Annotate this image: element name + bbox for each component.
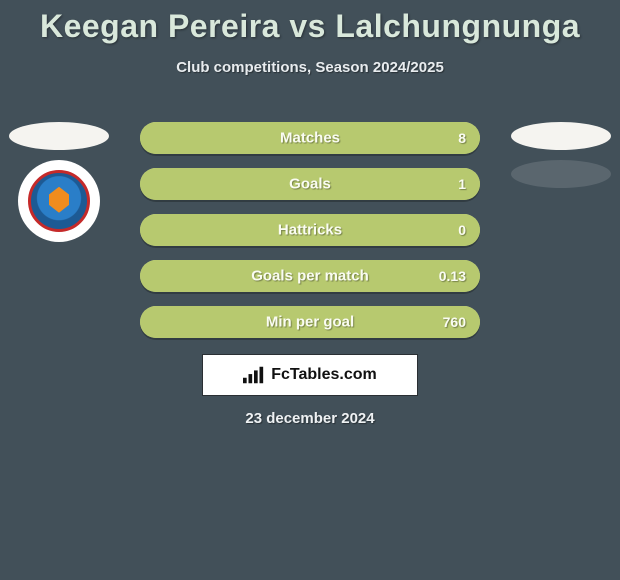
right-team-logos xyxy=(506,122,616,188)
stat-bar: Hattricks 0 xyxy=(140,214,480,246)
stat-bar-label: Min per goal xyxy=(266,314,354,331)
club-logo-placeholder-icon xyxy=(511,160,611,188)
stat-bar-value: 760 xyxy=(443,314,466,330)
comparison-title: Keegan Pereira vs Lalchungnunga xyxy=(0,0,620,45)
stats-bars: Matches 8 Goals 1 Hattricks 0 Goals per match 0… xyxy=(140,122,480,338)
club-logo-placeholder-icon xyxy=(511,122,611,150)
stat-bar: Goals 1 xyxy=(140,168,480,200)
stat-bar: Matches 8 xyxy=(140,122,480,154)
brand-watermark: FcTables.com xyxy=(202,354,418,396)
stat-bar-label: Matches xyxy=(280,130,340,147)
club-logo-placeholder-icon xyxy=(9,122,109,150)
bar-chart-icon xyxy=(243,366,265,384)
season-subtitle: Club competitions, Season 2024/2025 xyxy=(0,59,620,76)
stat-bar: Goals per match 0.13 xyxy=(140,260,480,292)
jamshedpur-fc-badge-icon xyxy=(18,160,100,242)
stat-bar-value: 0 xyxy=(458,222,466,238)
snapshot-date: 23 december 2024 xyxy=(0,410,620,427)
stat-bar-label: Goals xyxy=(289,176,331,193)
stat-bar-value: 0.13 xyxy=(439,268,466,284)
stat-bar-value: 1 xyxy=(458,176,466,192)
left-team-logos xyxy=(4,122,114,242)
stat-bar-label: Hattricks xyxy=(278,222,342,239)
brand-text: FcTables.com xyxy=(271,366,377,384)
stat-bar: Min per goal 760 xyxy=(140,306,480,338)
stat-bar-label: Goals per match xyxy=(251,268,369,285)
stat-bar-value: 8 xyxy=(458,130,466,146)
